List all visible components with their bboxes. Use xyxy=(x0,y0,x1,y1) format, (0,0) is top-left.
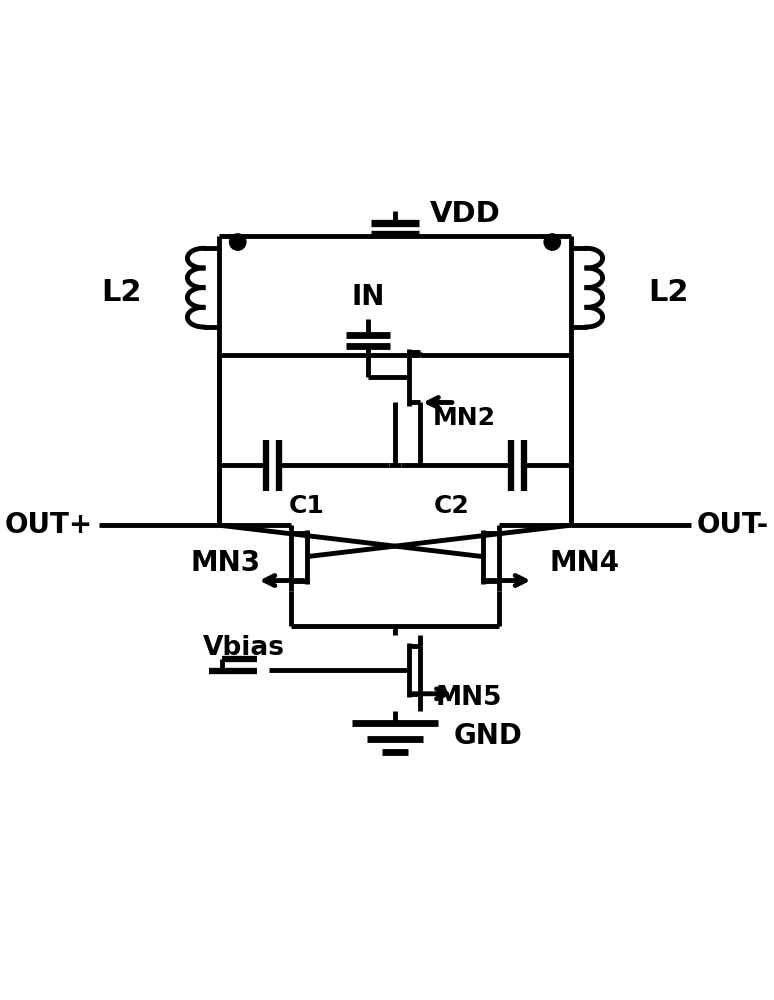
Text: L2: L2 xyxy=(649,278,689,307)
Circle shape xyxy=(230,234,246,250)
Text: OUT-: OUT- xyxy=(697,511,769,539)
Text: MN4: MN4 xyxy=(549,549,619,577)
Text: MN5: MN5 xyxy=(436,685,502,711)
Text: C2: C2 xyxy=(433,494,470,518)
Text: Vbias: Vbias xyxy=(203,635,285,661)
Text: IN: IN xyxy=(351,283,385,311)
Text: GND: GND xyxy=(454,722,522,750)
Circle shape xyxy=(544,234,560,250)
Text: MN3: MN3 xyxy=(190,549,261,577)
Text: VDD: VDD xyxy=(430,200,500,228)
Text: OUT+: OUT+ xyxy=(5,511,93,539)
Text: MN2: MN2 xyxy=(433,406,496,430)
Text: C1: C1 xyxy=(289,494,325,518)
Text: L2: L2 xyxy=(101,278,142,307)
